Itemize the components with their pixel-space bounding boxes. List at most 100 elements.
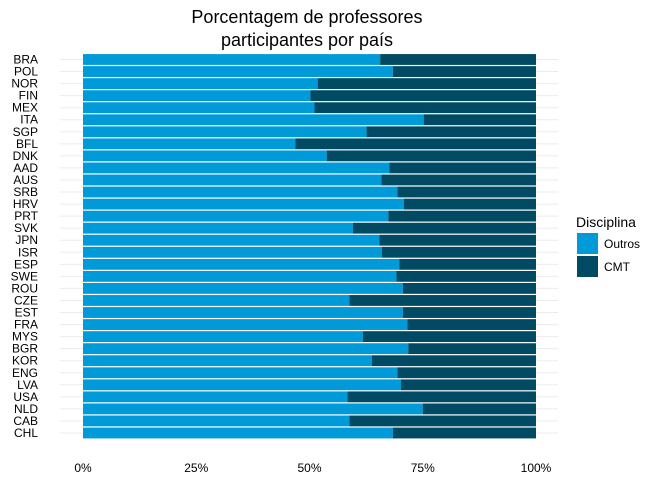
bar-aad-outros [83,162,390,174]
y-tick-label: JPN [15,233,38,247]
bar-jpn-outros [83,234,380,246]
bar-srb-outros [83,186,398,198]
x-tick-label: 0% [74,461,92,475]
bar-nor-outros [83,78,318,90]
bar-hrv-outros [83,198,404,210]
bar-bfl-outros [83,138,296,150]
legend-swatch-cmt [577,256,598,277]
chart-title-line-2: participantes por país [221,30,393,50]
bar-nor-cmt [317,78,536,90]
bar-ita-outros [83,114,424,126]
y-tick-label: SRB [13,185,38,199]
bar-nld-cmt [422,403,536,415]
y-tick-label: ISR [18,245,38,259]
bar-bgr-cmt [408,343,536,355]
bar-svk-outros [83,222,353,234]
y-tick-label: AUS [13,173,38,187]
y-tick-label: MYS [12,330,38,344]
y-tick-label: AAD [13,161,38,175]
bar-bgr-outros [83,343,409,355]
bar-sgp-outros [83,126,367,138]
x-tick-label: 25% [184,461,208,475]
bar-bra-cmt [380,54,536,65]
bar-mys-cmt [362,331,536,343]
y-tick-label: NLD [14,402,38,416]
legend: Disciplina Outros CMT [576,214,640,277]
bar-rou-cmt [402,282,536,294]
legend-label-cmt: CMT [604,260,631,274]
bar-kor-outros [83,355,373,367]
y-tick-label: FRA [14,318,38,332]
bar-pol-cmt [392,66,536,77]
legend-swatch-outros [577,233,598,254]
bar-usa-outros [83,391,348,403]
bar-jpn-cmt [379,234,536,246]
bar-bra-outros [83,54,381,65]
bars [83,54,536,439]
x-tick-label: 100% [521,461,552,475]
y-tick-label: BGR [12,342,38,356]
y-tick-label: FIN [19,89,38,103]
y-tick-label: ITA [20,113,38,127]
y-tick-label: EST [15,306,39,320]
bar-eng-outros [83,367,398,379]
bar-lva-cmt [401,379,536,391]
y-tick-label: ESP [14,257,38,271]
x-tick-label: 75% [411,461,435,475]
bar-cze-cmt [349,295,536,306]
chart-title-line-1: Porcentagem de professores [191,7,422,27]
y-tick-label: BRA [13,53,38,67]
bar-chl-outros [83,427,393,439]
bar-fra-outros [83,319,408,330]
bar-prt-outros [83,210,389,222]
y-tick-label: MEX [12,101,38,115]
bar-fin-cmt [310,90,536,102]
bar-est-cmt [402,307,536,318]
bar-svk-cmt [352,222,536,234]
bar-mex-cmt [314,102,536,114]
bar-fra-cmt [407,319,536,330]
bar-lva-outros [83,379,402,391]
bar-srb-cmt [397,186,536,198]
y-tick-label: HRV [13,197,38,211]
bar-esp-outros [83,258,400,270]
legend-label-outros: Outros [604,237,640,251]
bar-aad-cmt [389,162,536,174]
bar-cab-cmt [349,415,536,427]
bar-isr-outros [83,246,382,258]
y-tick-label: SGP [13,125,38,139]
bar-hrv-cmt [403,198,536,210]
y-tick-label: ROU [11,281,38,295]
bar-mys-outros [83,331,363,343]
y-tick-label: NOR [11,77,38,91]
bar-est-outros [83,307,403,318]
bar-bfl-cmt [295,138,536,150]
bar-rou-outros [83,282,403,294]
bar-cab-outros [83,415,350,427]
bar-sgp-cmt [366,126,536,138]
y-tick-label: BFL [16,137,38,151]
y-tick-label: CHL [14,426,38,440]
bar-esp-cmt [399,258,536,270]
bar-fin-outros [83,90,311,102]
bar-nld-outros [83,403,423,415]
y-tick-label: PRT [14,209,38,223]
y-tick-label: SWE [11,269,38,283]
bar-aus-cmt [381,174,536,186]
y-tick-label: DNK [13,149,38,163]
bar-mex-outros [83,102,315,114]
bar-eng-cmt [397,367,536,379]
bar-pol-outros [83,66,393,77]
legend-title: Disciplina [576,214,636,230]
y-tick-label: CAB [13,414,38,428]
bar-prt-cmt [388,210,536,222]
y-tick-label: CZE [14,293,38,307]
bar-cze-outros [83,295,350,306]
y-tick-label: LVA [17,378,38,392]
y-axis-tick-labels: BRAPOLNORFINMEXITASGPBFLDNKAADAUSSRBHRVP… [11,53,39,441]
bar-dnk-cmt [326,150,536,162]
y-tick-label: KOR [12,354,38,368]
x-axis-tick-labels: 0% 25% 50% 75% 100% [74,461,551,475]
